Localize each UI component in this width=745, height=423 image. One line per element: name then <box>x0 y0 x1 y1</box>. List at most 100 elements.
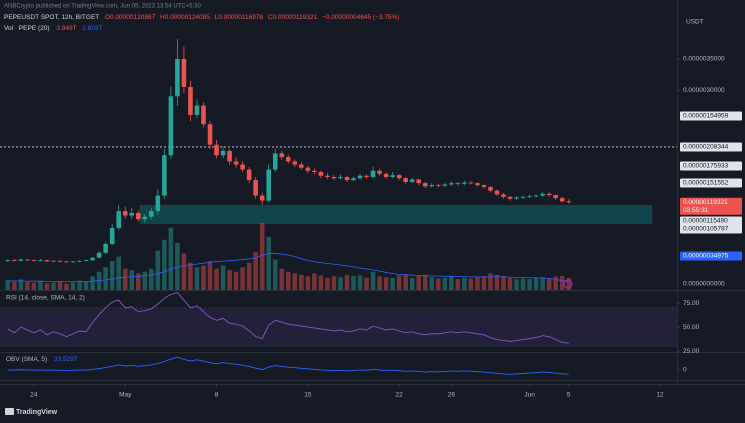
countdown: 03:55:31 <box>683 207 709 214</box>
volume-bar <box>142 271 148 290</box>
candle-body <box>233 161 239 165</box>
price-badge-bg <box>680 216 742 226</box>
volume-bar <box>149 268 154 290</box>
candle-body <box>142 216 148 220</box>
candle-body <box>51 260 56 262</box>
alert-icon[interactable] <box>563 279 573 289</box>
candle-body <box>122 211 128 216</box>
volume-bar <box>122 268 128 290</box>
volume-bar <box>540 277 545 290</box>
volume-bar <box>181 253 187 290</box>
price-badge: 0.00000175933 <box>683 163 729 170</box>
volume-bar <box>90 276 95 290</box>
volume-bar <box>51 282 56 290</box>
candle-body <box>70 261 76 263</box>
price-badge-bg <box>680 161 742 171</box>
candle-body <box>527 196 532 198</box>
candle-body <box>325 175 330 177</box>
symbol-legend: PEPEUSDT SPOT, 12h, BITGET O0.0000012086… <box>4 14 399 21</box>
volume-bar <box>305 276 311 290</box>
volume-bar <box>175 242 180 290</box>
volume-bar <box>377 276 382 290</box>
candle-body <box>305 167 311 171</box>
rsi-tick-label: 75.00 <box>683 300 700 307</box>
candle-body <box>540 193 545 196</box>
volume-value: 3.949T <box>56 25 76 32</box>
last-price-label: 0.00000119321 <box>683 199 728 206</box>
candle-body <box>546 193 552 195</box>
volume-bar <box>201 265 206 290</box>
x-tick-label: 26 <box>448 392 456 399</box>
candle-body <box>403 178 408 182</box>
price-badge: 0.0000000000 <box>683 281 725 288</box>
volume-title: Vol · PEPE (20) <box>4 25 50 32</box>
volume-bar <box>559 276 565 290</box>
volume-bar <box>25 282 30 290</box>
candle-body <box>240 164 245 170</box>
volume-bar <box>507 277 513 290</box>
volume-bar <box>546 278 552 290</box>
volume-bar <box>83 281 89 290</box>
candle-body <box>227 150 232 162</box>
ohlc-value: H0.00000124085 <box>160 14 210 21</box>
candle-body <box>357 175 363 179</box>
volume-bar <box>488 273 493 290</box>
volume-bar <box>403 274 408 290</box>
candle-body <box>351 178 356 181</box>
volume-bar <box>259 223 265 290</box>
candle-body <box>201 105 206 125</box>
volume-bar <box>64 283 69 290</box>
published-note: ANBCrypto published on TradingView.com, … <box>4 4 202 10</box>
x-tick-label: Jun <box>524 392 535 399</box>
ohlc-value: O0.00000120867 <box>105 14 156 21</box>
volume-ma-line <box>7 252 569 282</box>
obv-tick-label: 0 <box>683 367 687 374</box>
candle-body <box>566 201 572 203</box>
volume-bar <box>272 259 278 290</box>
volume-bar <box>168 227 174 290</box>
volume-legend: Vol · PEPE (20) 3.949T 2.802T <box>4 25 103 32</box>
candle-body <box>64 261 69 263</box>
candle-body <box>331 176 337 179</box>
candle-body <box>285 157 291 162</box>
candle-body <box>253 180 258 196</box>
volume-bar <box>357 275 363 290</box>
volume-bar <box>246 262 252 290</box>
countdown-bg <box>680 205 742 215</box>
candle-body <box>429 185 435 187</box>
volume-bar <box>566 277 572 290</box>
volume-bar <box>70 282 76 290</box>
candle-body <box>559 198 565 202</box>
volume-bar <box>31 282 37 290</box>
ohlc-change: −0.00000004645 (−3.75%) <box>322 14 399 21</box>
volume-bar <box>370 271 376 290</box>
candle-body <box>77 260 82 262</box>
obv-line <box>7 356 569 375</box>
volume-bar <box>57 281 63 290</box>
ohlc-value: C0.00000119321 <box>268 14 318 21</box>
rsi-tick-label: 50.00 <box>683 324 700 331</box>
candle-body <box>299 164 304 168</box>
price-badge: 0.00000151552 <box>683 180 729 187</box>
candle-body <box>462 182 467 184</box>
y-tick-label: 0.0000030000 <box>683 87 725 94</box>
volume-bar <box>220 265 226 290</box>
volume-bar <box>266 236 271 290</box>
price-badge: 0.00000115490 <box>683 218 728 225</box>
candle-body <box>455 183 461 184</box>
candle-body <box>188 86 193 115</box>
candle-body <box>449 183 454 185</box>
candle-body <box>312 170 317 173</box>
volume-bar <box>344 274 350 290</box>
candle-body <box>344 176 350 181</box>
candle-body <box>175 58 180 97</box>
candle-body <box>194 105 200 115</box>
support-zone <box>139 204 653 224</box>
x-tick-label: 12 <box>656 392 664 399</box>
candle-body <box>318 172 324 176</box>
symbol: PEPEUSDT SPOT, 12h, BITGET <box>4 14 99 21</box>
candle-body <box>207 124 213 145</box>
price-badge-bg <box>680 279 742 289</box>
